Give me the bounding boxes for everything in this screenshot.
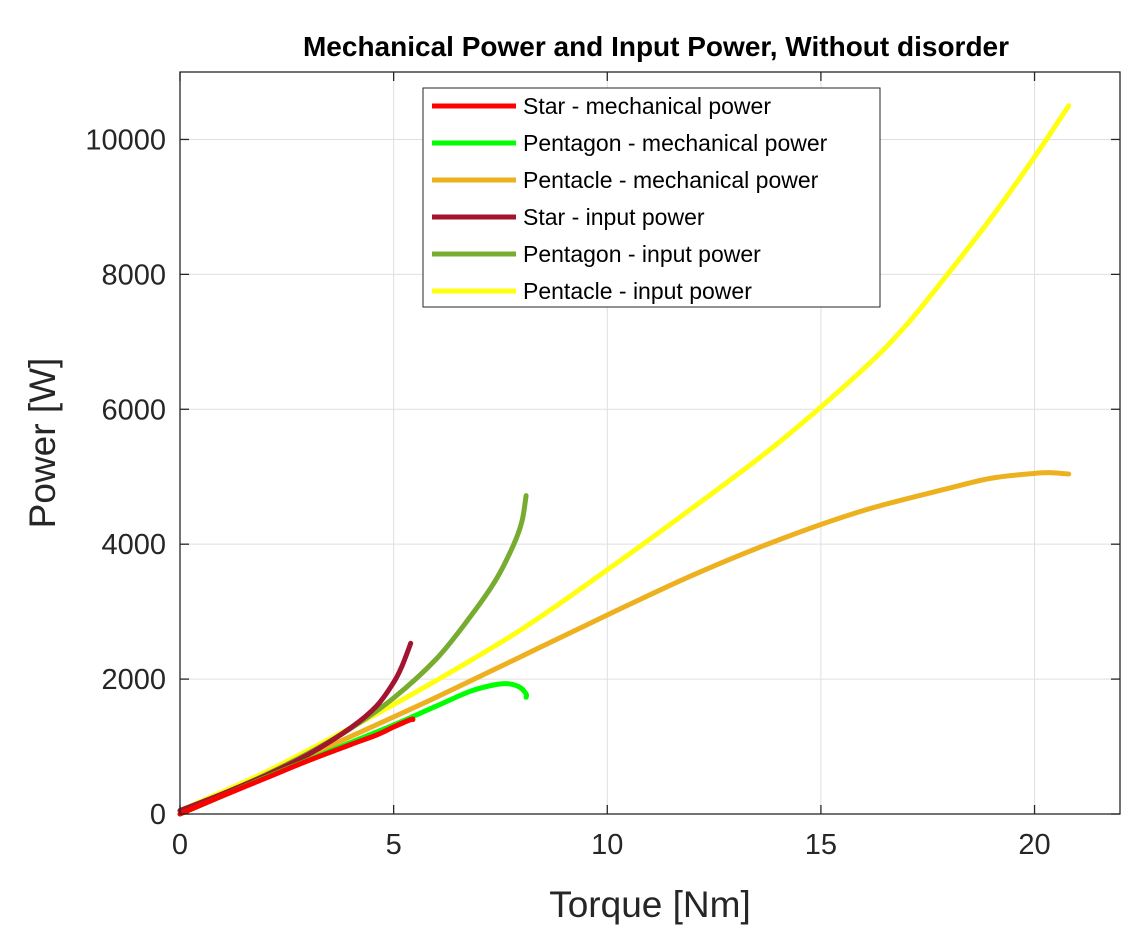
x-axis-label: Torque [Nm] [549,884,751,925]
legend-entry-label: Pentacle - mechanical power [523,167,819,193]
x-tick-label: 5 [386,829,402,861]
legend-box [422,87,881,308]
legend-entry-label: Pentagon - input power [523,241,761,267]
series-line-star-mechanical-power [177,716,416,817]
y-ticks: 0 2000 4000 6000 8000 10000 [85,124,1120,831]
y-tick-label: 10000 [85,124,166,156]
y-axis-label: Power [W] [22,358,63,529]
y-tick-label: 0 [150,799,166,831]
legend-entry-label: Pentagon - mechanical power [523,130,828,156]
legend-entry-label: Star - mechanical power [523,93,771,119]
x-tick-label: 20 [1018,829,1050,861]
series-line-pentacle-mechanical-power [177,470,1072,817]
legend: Star - mechanical power Pentagon - mechan… [422,87,881,308]
x-ticks: 0 5 10 15 20 [172,72,1051,861]
plot-frame [179,71,1121,815]
series-lines [177,103,1072,817]
x-tick-label: 0 [172,829,188,861]
legend-entry-label: Pentacle - input power [523,278,752,304]
legend-entry-label: Star - input power [523,204,705,230]
y-tick-label: 4000 [101,529,166,561]
y-tick-label: 2000 [101,664,166,696]
chart-title: Mechanical Power and Input Power, Withou… [303,31,1009,62]
y-tick-label: 8000 [101,259,166,291]
y-tick-label: 6000 [101,394,166,426]
x-tick-label: 15 [805,829,837,861]
x-tick-label: 10 [591,829,623,861]
